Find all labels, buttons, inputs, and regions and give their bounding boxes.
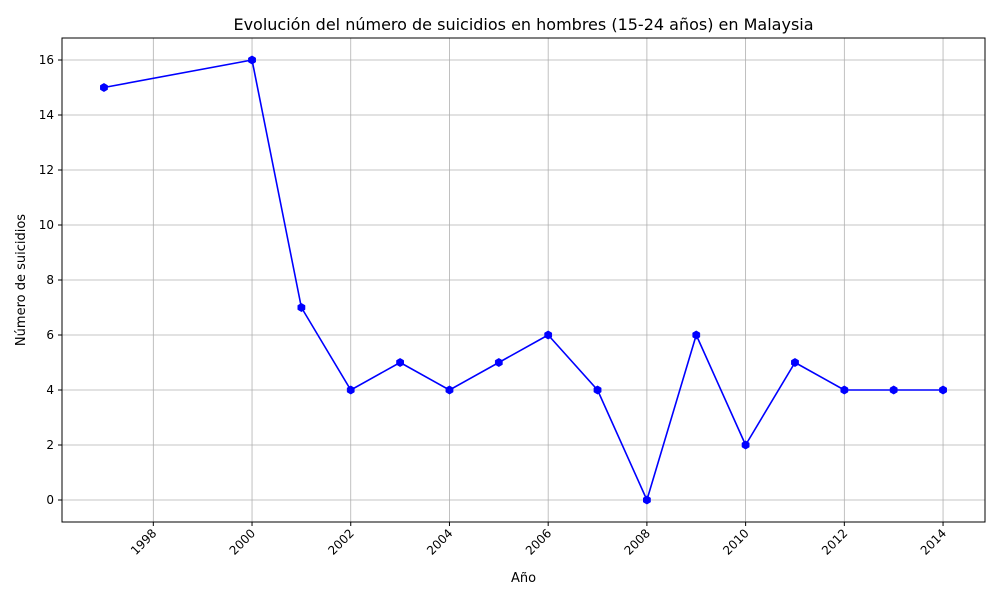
y-axis-label: Número de suicidios [14, 214, 29, 346]
y-tick-label: 6 [46, 328, 54, 342]
y-tick-label: 16 [39, 53, 54, 67]
data-point [791, 358, 799, 367]
data-series [100, 55, 947, 505]
x-axis-label: Año [511, 571, 536, 586]
data-point [741, 440, 750, 450]
series-line [103, 59, 944, 501]
data-point [889, 385, 898, 395]
data-point [840, 385, 849, 395]
data-point [445, 385, 454, 395]
data-point [396, 358, 404, 367]
y-tick-label: 0 [46, 493, 54, 507]
data-point [100, 83, 108, 92]
data-point [297, 303, 306, 312]
y-tick-label: 14 [39, 108, 54, 122]
data-point [248, 55, 256, 65]
y-tick-label: 10 [39, 218, 54, 232]
y-tick-label: 4 [46, 383, 54, 397]
data-point [494, 358, 503, 367]
data-point [692, 330, 701, 340]
grid-lines [62, 38, 985, 522]
chart-title: Evolución del número de suicidios en hom… [233, 15, 813, 34]
data-point [643, 495, 651, 505]
data-point [939, 385, 947, 395]
data-point [544, 330, 553, 340]
data-point [346, 385, 355, 395]
y-tick-label: 2 [46, 438, 54, 452]
data-point [593, 385, 602, 395]
y-tick-label: 12 [39, 163, 54, 177]
y-tick-label: 8 [46, 273, 54, 287]
